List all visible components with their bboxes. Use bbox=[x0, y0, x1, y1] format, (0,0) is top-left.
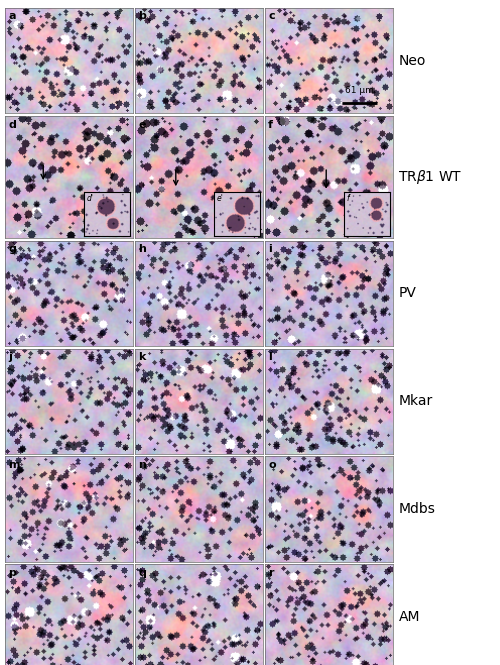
Text: c: c bbox=[268, 11, 275, 21]
Text: j: j bbox=[8, 352, 12, 362]
Text: g: g bbox=[8, 244, 16, 254]
Text: Mkar: Mkar bbox=[398, 394, 433, 408]
Text: 61 μm: 61 μm bbox=[345, 86, 374, 95]
Text: e: e bbox=[138, 120, 145, 130]
Text: PV: PV bbox=[398, 286, 416, 301]
Text: f: f bbox=[268, 120, 273, 130]
Text: i: i bbox=[268, 244, 272, 254]
Text: Neo: Neo bbox=[398, 54, 426, 68]
Text: r: r bbox=[268, 567, 274, 578]
Text: h: h bbox=[138, 244, 146, 254]
Text: n: n bbox=[138, 460, 146, 469]
Text: AM: AM bbox=[398, 610, 420, 624]
Text: o: o bbox=[268, 460, 276, 469]
Text: q: q bbox=[138, 567, 146, 578]
Text: Mdbs: Mdbs bbox=[398, 502, 436, 516]
Text: l: l bbox=[268, 352, 272, 362]
Text: m: m bbox=[8, 460, 20, 469]
Text: k: k bbox=[138, 352, 145, 362]
Text: p: p bbox=[8, 567, 16, 578]
Text: d: d bbox=[8, 120, 16, 130]
Text: TR$\beta$1 WT: TR$\beta$1 WT bbox=[398, 168, 463, 186]
Text: b: b bbox=[138, 11, 146, 21]
Text: a: a bbox=[8, 11, 16, 21]
